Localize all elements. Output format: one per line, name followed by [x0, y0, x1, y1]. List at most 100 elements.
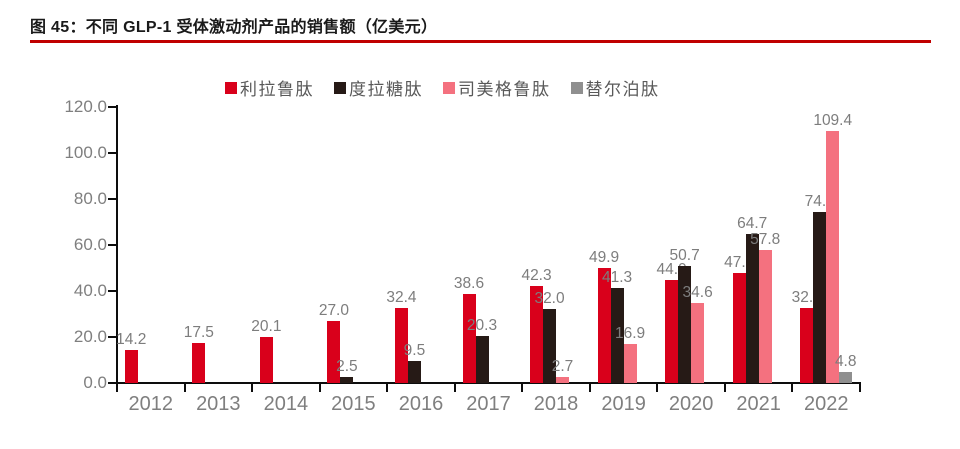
x-axis-label-2020: 2020 — [668, 393, 714, 415]
x-tick-mark — [183, 384, 186, 392]
legend-label-tirzepatide: 替尔泊肽 — [585, 80, 660, 99]
x-axis-label-2012: 2012 — [128, 393, 174, 415]
bar-dulaglutide-2022 — [813, 211, 827, 383]
legend-item-liraglutide: 利拉鲁肽 — [225, 75, 314, 100]
data-label-semaglutide-2018: 2.7 — [551, 357, 574, 375]
data-label-liraglutide-2018: 42.3 — [521, 266, 552, 284]
data-label-dulaglutide-2015: 2.5 — [336, 358, 358, 376]
legend-item-dulaglutide: 度拉糖肽 — [334, 75, 423, 100]
data-label-dulaglutide-2016: 9.5 — [403, 342, 426, 360]
legend-label-dulaglutide: 度拉糖肽 — [349, 80, 423, 99]
data-label-liraglutide-2019: 49.9 — [588, 249, 620, 267]
legend-swatch-semaglutide — [443, 81, 455, 94]
legend-swatch-tirzepatide — [570, 81, 583, 94]
x-axis-label-2019: 2019 — [601, 393, 646, 415]
y-tick-label: 40.0 — [73, 281, 107, 300]
bar-dulaglutide-2015 — [340, 377, 354, 383]
bar-tirzepatide-2022 — [839, 371, 853, 383]
bar-dulaglutide-2017 — [475, 336, 489, 383]
data-label-dulaglutide-2021: 64.7 — [737, 215, 768, 233]
x-tick-mark — [723, 384, 726, 392]
legend-item-semaglutide: 司美格鲁肽 — [443, 75, 551, 100]
title-underline-rule — [30, 40, 931, 43]
data-label-liraglutide-2017: 38.6 — [453, 275, 485, 293]
x-tick-mark — [859, 384, 861, 392]
x-tick-mark — [656, 384, 659, 392]
x-axis-label-2013: 2013 — [196, 393, 241, 415]
bar-liraglutide-2019 — [597, 268, 611, 383]
y-tick-label: 20.0 — [73, 327, 107, 346]
x-tick-mark — [318, 384, 321, 392]
bar-liraglutide-2021 — [732, 273, 746, 383]
x-tick-mark — [791, 384, 794, 392]
bar-dulaglutide-2019 — [610, 288, 624, 383]
x-axis-label-2016: 2016 — [398, 393, 444, 415]
bar-liraglutide-2015 — [327, 320, 341, 383]
bar-dulaglutide-2016 — [407, 361, 421, 383]
y-tick-mark — [108, 290, 116, 292]
bar-semaglutide-2018 — [556, 376, 570, 383]
bar-semaglutide-2022 — [826, 131, 840, 383]
data-label-semaglutide-2021: 57.8 — [750, 231, 781, 249]
figure-title: 图 45：不同 GLP-1 受体激动剂产品的销售额（亿美元） — [30, 19, 438, 36]
bar-liraglutide-2014 — [259, 336, 273, 383]
bar-semaglutide-2019 — [623, 344, 637, 383]
data-label-semaglutide-2019: 16.9 — [614, 325, 646, 343]
x-axis-line — [116, 382, 861, 384]
data-label-semaglutide-2022: 109.4 — [813, 112, 853, 130]
bar-liraglutide-2016 — [394, 308, 408, 383]
x-axis-label-2022: 2022 — [803, 393, 849, 415]
y-tick-mark — [108, 244, 116, 246]
bar-liraglutide-2022 — [800, 308, 814, 383]
bar-liraglutide-2020 — [665, 279, 679, 383]
data-label-liraglutide-2013: 17.5 — [183, 323, 214, 341]
y-tick-label: 0.0 — [83, 373, 107, 392]
bar-liraglutide-2017 — [462, 294, 476, 383]
data-label-semaglutide-2020: 34.6 — [682, 284, 713, 302]
data-label-dulaglutide-2020: 50.7 — [669, 247, 700, 265]
x-axis-label-2021: 2021 — [736, 393, 781, 415]
bar-dulaglutide-2018 — [543, 309, 557, 383]
y-tick-label: 100.0 — [64, 143, 107, 162]
data-label-dulaglutide-2018: 32.0 — [534, 290, 565, 308]
bar-liraglutide-2018 — [530, 285, 544, 383]
bar-liraglutide-2013 — [192, 342, 206, 383]
data-label-liraglutide-2016: 32.4 — [386, 289, 417, 307]
x-tick-mark — [386, 384, 389, 392]
x-tick-mark — [521, 384, 524, 392]
x-tick-mark — [251, 384, 254, 392]
bar-semaglutide-2020 — [691, 303, 705, 383]
y-tick-mark — [108, 198, 116, 200]
legend-swatch-liraglutide — [225, 81, 237, 94]
x-axis-label-2014: 2014 — [263, 393, 309, 415]
y-tick-label: 60.0 — [73, 235, 107, 254]
chart-legend: 利拉鲁肽 度拉糖肽 司美格鲁肽 替尔泊肽 — [225, 75, 660, 100]
y-tick-mark — [108, 106, 116, 108]
data-label-liraglutide-2015: 27.0 — [318, 301, 349, 319]
data-label-dulaglutide-2019: 41.3 — [601, 269, 633, 286]
y-axis-line — [116, 105, 118, 385]
data-label-liraglutide-2012: 14.2 — [116, 331, 147, 349]
y-tick-label: 120.0 — [64, 97, 107, 116]
bar-dulaglutide-2020 — [678, 266, 692, 383]
bar-liraglutide-2012 — [124, 350, 138, 383]
x-tick-mark — [453, 384, 456, 392]
x-axis-label-2017: 2017 — [466, 393, 511, 415]
y-tick-mark — [108, 152, 116, 154]
data-label-liraglutide-2014: 20.1 — [251, 317, 282, 335]
legend-label-semaglutide: 司美格鲁肽 — [458, 80, 551, 99]
x-axis-label-2018: 2018 — [533, 393, 579, 415]
x-axis-label-2015: 2015 — [331, 393, 376, 415]
y-tick-mark — [108, 336, 116, 338]
x-tick-mark — [116, 384, 118, 392]
legend-label-liraglutide: 利拉鲁肽 — [240, 80, 314, 99]
bar-semaglutide-2021 — [758, 250, 772, 383]
bar-dulaglutide-2021 — [745, 234, 759, 383]
legend-swatch-dulaglutide — [334, 81, 346, 94]
data-label-dulaglutide-2017: 20.3 — [466, 317, 498, 335]
data-label-tirzepatide-2022: 4.8 — [834, 352, 857, 370]
y-tick-label: 80.0 — [73, 189, 107, 208]
x-tick-mark — [588, 384, 591, 392]
legend-item-tirzepatide: 替尔泊肽 — [570, 75, 660, 100]
